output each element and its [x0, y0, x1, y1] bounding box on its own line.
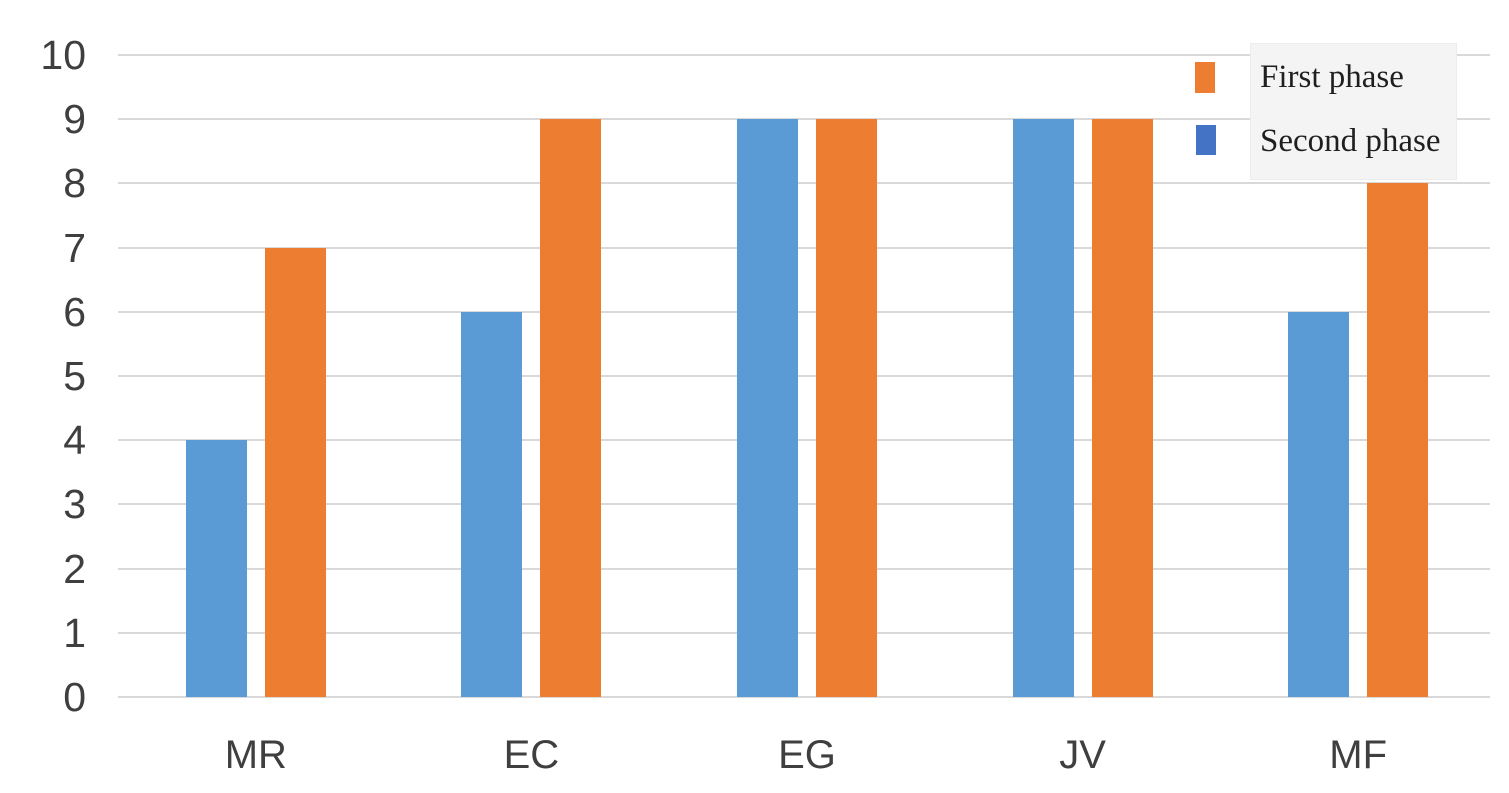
- bar-first-phase-JV: [1091, 119, 1153, 697]
- y-tick-label-8: 8: [63, 160, 86, 207]
- legend-label-second-phase: Second phase: [1260, 123, 1441, 159]
- x-tick-label-JV: JV: [1059, 733, 1106, 777]
- x-tick-label-EC: EC: [503, 733, 560, 777]
- y-tick-label-3: 3: [63, 481, 86, 528]
- gridline-3: [118, 503, 1490, 506]
- bar-second-phase-EG: [737, 119, 798, 697]
- x-tick-label-MF: MF: [1329, 733, 1388, 777]
- gridline-5: [118, 375, 1490, 377]
- gridline-1: [118, 631, 1490, 634]
- gridline-6: [118, 310, 1490, 313]
- bar-first-phase-EG: [816, 119, 877, 697]
- gridline-7: [118, 246, 1490, 249]
- legend-marker-second-phase-icon: [1196, 125, 1216, 155]
- legend-label-first-phase: First phase: [1260, 59, 1404, 95]
- y-tick-label-9: 9: [63, 96, 86, 143]
- x-tick-label-EG: EG: [778, 733, 836, 777]
- legend-marker-first-phase-icon: [1195, 62, 1215, 93]
- y-tick-label-4: 4: [63, 417, 86, 464]
- bar-first-phase-MF: [1367, 183, 1429, 697]
- y-tick-label-6: 6: [63, 288, 86, 335]
- bar-second-phase-EC: [461, 311, 523, 697]
- gridline-0: [118, 696, 1490, 698]
- gridline-8: [118, 182, 1490, 185]
- bar-second-phase-JV: [1012, 119, 1074, 697]
- y-tick-label-2: 2: [63, 545, 86, 592]
- y-tick-label-5: 5: [63, 353, 86, 399]
- y-tick-label-1: 1: [63, 609, 86, 656]
- bar-first-phase-EC: [540, 119, 602, 697]
- gridline-10: [118, 54, 1490, 56]
- y-tick-label-7: 7: [63, 224, 86, 271]
- gridline-2: [118, 567, 1490, 570]
- y-tick-label-0: 0: [63, 674, 86, 720]
- bar-first-phase-MR: [264, 247, 326, 697]
- bar-second-phase-MR: [185, 440, 247, 697]
- bar-second-phase-MF: [1288, 311, 1350, 697]
- y-tick-label-10: 10: [40, 32, 86, 78]
- gridline-4: [118, 439, 1490, 442]
- x-tick-label-MR: MR: [224, 733, 287, 777]
- gridline-9: [118, 118, 1490, 121]
- legend: First phase Second phase: [1250, 43, 1457, 180]
